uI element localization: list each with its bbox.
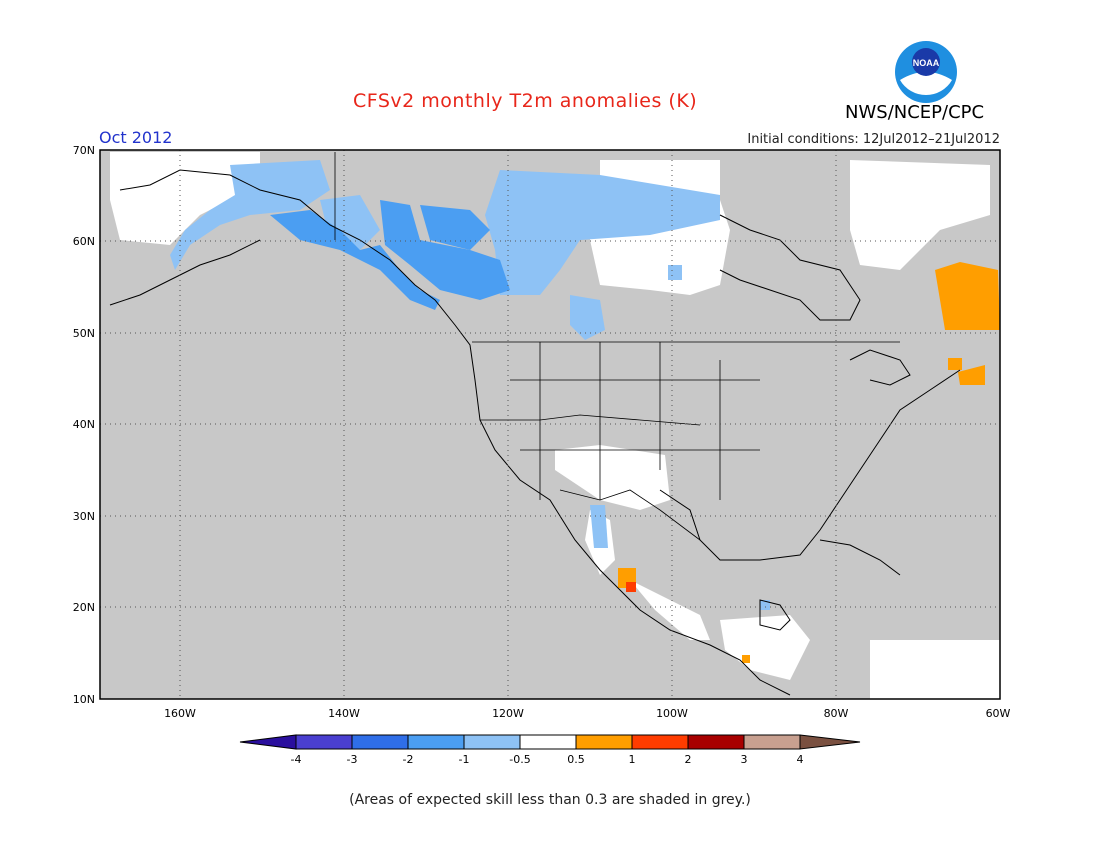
- colorbar-tick-label: -4: [291, 753, 302, 766]
- lon-label: 140W: [328, 707, 360, 720]
- organization-label: NWS/NCEP/CPC: [845, 102, 985, 123]
- anomaly-orange-regions: [618, 262, 1000, 663]
- colorbar-tick-label: 4: [797, 753, 804, 766]
- chart-title: CFSv2 monthly T2m anomalies (K): [353, 90, 698, 112]
- lon-label: 60W: [986, 707, 1011, 720]
- colorbar-segment: [575, 734, 633, 750]
- colorbar-arrow-high: [799, 734, 861, 750]
- colorbar-segment: [687, 734, 745, 750]
- lat-label: 70N: [73, 144, 95, 157]
- lat-label: 50N: [73, 327, 95, 340]
- noaa-logo-text: NOAA: [913, 58, 940, 68]
- lon-label: 120W: [492, 707, 524, 720]
- colorbar-arrow-low: [239, 734, 297, 750]
- colorbar-tick-label: 1: [629, 753, 636, 766]
- graticule: [100, 150, 1000, 699]
- colorbar-tick-label: 3: [741, 753, 748, 766]
- lon-label: 100W: [656, 707, 688, 720]
- colorbar-segment: [743, 734, 801, 750]
- political-borders: [334, 152, 900, 541]
- longitude-labels: 160W 140W 120W 100W 80W 60W: [164, 707, 1010, 720]
- forecast-period: Oct 2012: [99, 128, 173, 147]
- colorbar-tick-label: -3: [347, 753, 358, 766]
- lat-label: 20N: [73, 601, 95, 614]
- colorbar: [239, 734, 861, 750]
- colorbar-segment: [463, 734, 521, 750]
- colorbar-tick-label: -2: [403, 753, 414, 766]
- colorbar-segment: [407, 734, 465, 750]
- anomaly-red-regions: [626, 582, 636, 592]
- colorbar-segment: [519, 734, 577, 750]
- lat-label: 10N: [73, 693, 95, 706]
- colorbar-tick-label: 2: [685, 753, 692, 766]
- colorbar-tick-label: -0.5: [509, 753, 530, 766]
- anomaly-light-blue-regions: [170, 160, 770, 610]
- colorbar-tick-label: 0.5: [567, 753, 585, 766]
- lat-label: 60N: [73, 235, 95, 248]
- colorbar-segment: [295, 734, 353, 750]
- colorbar-segment: [631, 734, 689, 750]
- colorbar-segment: [351, 734, 409, 750]
- anomaly-medium-blue-regions: [270, 200, 510, 310]
- lat-label: 30N: [73, 510, 95, 523]
- skill-footnote: (Areas of expected skill less than 0.3 a…: [349, 792, 751, 808]
- lat-label: 40N: [73, 418, 95, 431]
- colorbar-tick-labels: -4 -3 -2 -1 -0.5 0.5 1 2 3 4: [291, 753, 804, 766]
- colorbar-tick-label: -1: [459, 753, 470, 766]
- lon-label: 160W: [164, 707, 196, 720]
- latitude-labels: 70N 60N 50N 40N 30N 20N 10N: [73, 144, 95, 706]
- initial-conditions: Initial conditions: 12Jul2012–21Jul2012: [747, 132, 1000, 147]
- lon-label: 80W: [824, 707, 849, 720]
- map-frame: [99, 149, 1001, 700]
- noaa-logo-icon: NOAA: [895, 41, 957, 103]
